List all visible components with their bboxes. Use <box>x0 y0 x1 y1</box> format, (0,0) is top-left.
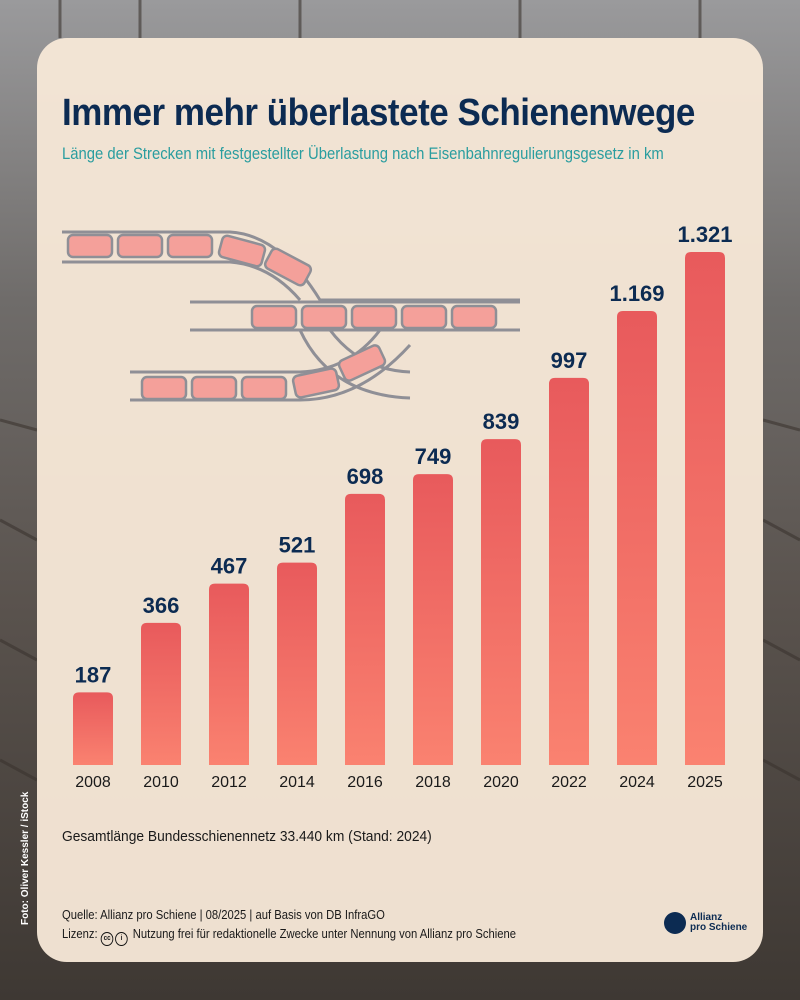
bar-2010 <box>141 622 181 765</box>
data-label: 1.321 <box>677 222 732 247</box>
photo-credit: Foto: Oliver Kessler / iStock <box>20 791 31 925</box>
logo-mark-icon <box>664 912 686 934</box>
bar-2020 <box>481 439 521 765</box>
data-label: 749 <box>415 444 452 469</box>
x-tick-label: 2025 <box>687 774 723 791</box>
network-length-note: Gesamtlänge Bundesschienennetz 33.440 km… <box>62 828 432 845</box>
x-tick-label: 2024 <box>619 774 655 791</box>
license-line: Lizenz: cc i Nutzung frei für redaktionel… <box>62 927 516 946</box>
x-tick-label: 2020 <box>483 774 519 791</box>
allianz-pro-schiene-logo: Allianz pro Schiene <box>664 912 747 934</box>
license-text: Nutzung frei für redaktionelle Zwecke un… <box>132 927 517 941</box>
bar-2008 <box>73 692 113 765</box>
logo-line1: Allianz <box>690 912 723 923</box>
bar-2025 <box>685 252 725 765</box>
data-label: 467 <box>211 554 248 579</box>
cc-icon: cc <box>100 932 114 946</box>
bar-2024 <box>617 311 657 765</box>
bar-2018 <box>413 474 453 765</box>
data-label: 698 <box>347 464 384 489</box>
data-label: 187 <box>75 662 112 687</box>
data-label: 997 <box>551 348 588 373</box>
data-label: 521 <box>279 533 316 558</box>
chart-title: Immer mehr überlastete Schienenwege <box>62 92 695 134</box>
source-text: Quelle: Allianz pro Schiene | 08/2025 | … <box>62 908 385 922</box>
data-label: 366 <box>143 593 180 618</box>
bar-2012 <box>209 583 249 765</box>
bar-2016 <box>345 493 385 765</box>
bar-2014 <box>277 562 317 765</box>
data-label: 839 <box>483 409 520 434</box>
bar-2022 <box>549 377 589 765</box>
x-tick-label: 2014 <box>279 774 315 791</box>
x-tick-label: 2010 <box>143 774 179 791</box>
train-illustration <box>62 230 520 402</box>
logo-line2: pro Schiene <box>690 922 748 933</box>
data-label: 1.169 <box>609 281 664 306</box>
license-label: Lizenz: <box>62 927 98 941</box>
chart-subtitle: Länge der Strecken mit festgestellter Üb… <box>62 145 664 163</box>
x-tick-label: 2008 <box>75 774 111 791</box>
x-tick-label: 2018 <box>415 774 451 791</box>
x-tick-label: 2012 <box>211 774 247 791</box>
attribution-icon: i <box>115 932 128 946</box>
x-tick-label: 2022 <box>551 774 587 791</box>
x-tick-label: 2016 <box>347 774 383 791</box>
